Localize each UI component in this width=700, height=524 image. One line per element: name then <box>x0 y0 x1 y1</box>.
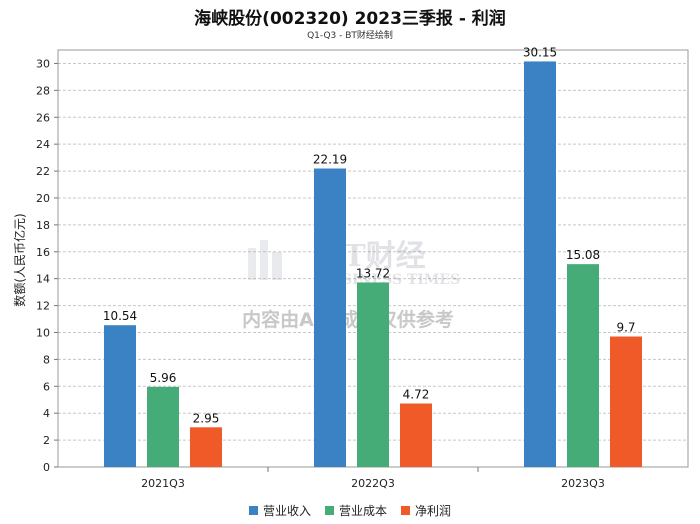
data-label: 15.08 <box>566 248 600 262</box>
legend-label: 营业收入 <box>262 504 311 518</box>
legend-swatch <box>324 506 334 515</box>
data-label: 9.7 <box>616 321 635 335</box>
data-label: 4.72 <box>403 388 430 402</box>
y-tick-label: 30 <box>36 57 50 70</box>
x-tick-label: 2021Q3 <box>141 477 185 490</box>
watermark-brand-sub: BUSINESS TIMES <box>318 272 460 288</box>
legend: 营业收入 营业成本 净利润 <box>0 502 700 519</box>
bar <box>524 61 556 468</box>
bar <box>400 403 432 467</box>
legend-item: 净利润 <box>401 502 451 519</box>
legend-label: 营业成本 <box>338 504 387 518</box>
data-label: 10.54 <box>103 309 137 323</box>
bar <box>357 282 389 467</box>
bar <box>567 264 599 467</box>
y-axis-label: 数额(人民币亿元) <box>12 213 27 306</box>
legend-item: 营业成本 <box>324 502 387 519</box>
watermark: BT财经 BUSINESS TIMES <box>248 239 460 288</box>
legend-item: 营业收入 <box>248 502 311 519</box>
y-tick-label: 26 <box>36 111 50 124</box>
chart-title: 海峡股份(002320) 2023三季报 - 利润 <box>194 9 506 29</box>
y-tick-label: 22 <box>36 165 50 178</box>
y-tick-label: 10 <box>36 326 50 339</box>
data-label: 22.19 <box>313 153 347 167</box>
data-label: 30.15 <box>523 45 557 59</box>
y-tick-label: 16 <box>36 246 50 259</box>
y-tick-label: 8 <box>43 353 50 366</box>
bar <box>610 336 642 467</box>
x-tick-label: 2022Q3 <box>351 477 395 490</box>
bar <box>314 168 346 467</box>
y-tick-label: 12 <box>36 300 50 313</box>
y-tick-label: 6 <box>43 380 50 393</box>
y-tick-label: 24 <box>36 138 50 151</box>
bar <box>104 325 136 467</box>
data-label: 5.96 <box>150 371 177 385</box>
watermark-logo-bar <box>260 240 268 280</box>
y-tick-label: 28 <box>36 84 50 97</box>
y-tick-label: 2 <box>43 434 50 447</box>
y-tick-label: 4 <box>43 407 50 420</box>
data-label: 2.95 <box>193 411 220 425</box>
watermark-logo-bar <box>272 252 282 280</box>
bar <box>190 427 222 467</box>
y-tick-label: 20 <box>36 192 50 205</box>
bars: 10.54 5.96 2.95 22.19 13.72 4.72 30.15 15.08 9.7 <box>103 45 642 468</box>
bar <box>147 386 179 467</box>
y-tick-label: 14 <box>36 273 50 286</box>
legend-label: 净利润 <box>415 504 452 518</box>
watermark-logo-bar <box>248 248 256 280</box>
x-tick-label: 2023Q3 <box>561 477 605 490</box>
legend-swatch <box>401 506 410 515</box>
watermark-notice: 内容由AI生成，仅供参考 <box>242 308 454 331</box>
chart-subtitle: Q1-Q3 - BT财经绘制 <box>307 31 393 41</box>
data-label: 13.72 <box>356 266 390 280</box>
y-tick-label: 0 <box>43 461 50 474</box>
y-tick-label: 18 <box>36 219 50 232</box>
legend-swatch <box>248 506 258 515</box>
